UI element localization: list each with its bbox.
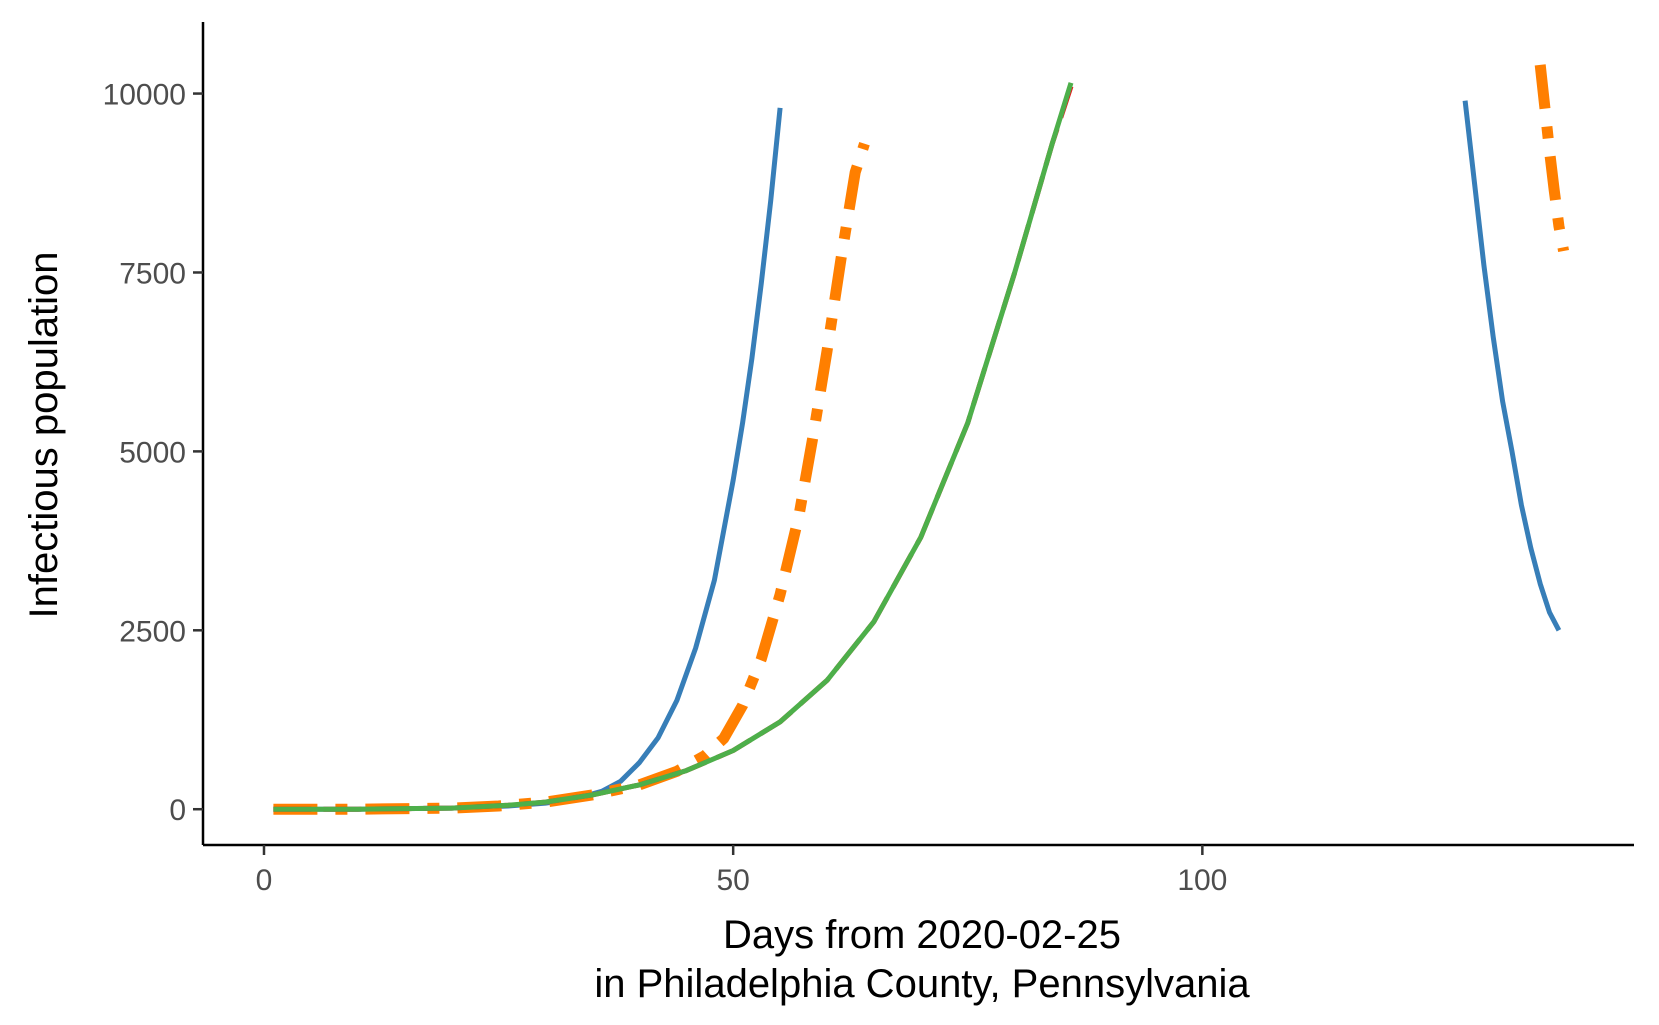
- series-line-2: [1534, 64, 1570, 253]
- y-tick-label: 0: [169, 794, 186, 827]
- x-tick-label: 50: [716, 864, 749, 897]
- series-line-4: [273, 82, 1074, 812]
- y-tick-label: 5000: [119, 436, 186, 469]
- plot-area: [273, 64, 1570, 815]
- y-tick-label: 10000: [103, 79, 186, 112]
- x-axis-ticks: 0 50 100: [256, 845, 1227, 897]
- x-axis-title-line1: Days from 2020-02-25: [723, 913, 1121, 957]
- y-tick-label: 2500: [119, 615, 186, 648]
- series-line-3: [273, 85, 1074, 812]
- y-axis-title: Infectious population: [22, 252, 66, 619]
- series-line-1: [1462, 100, 1562, 632]
- x-tick-label: 0: [256, 864, 273, 897]
- x-axis-title-line2: in Philadelphia County, Pennsylvania: [594, 962, 1250, 1006]
- y-axis-ticks: 0 2500 5000 7500 10000: [103, 79, 203, 827]
- series-line-2: [273, 141, 870, 815]
- series-line-1: [273, 107, 783, 812]
- y-tick-label: 7500: [119, 257, 186, 290]
- x-tick-label: 100: [1177, 864, 1227, 897]
